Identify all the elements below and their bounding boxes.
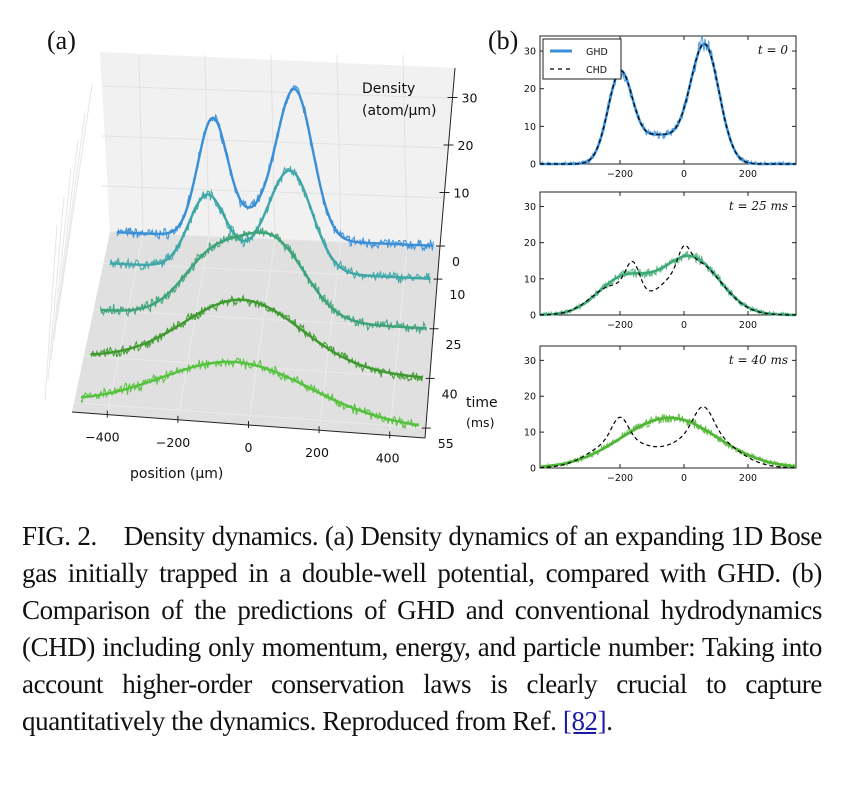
legend-ghd-label: GHD xyxy=(586,47,608,58)
back-grid-line xyxy=(101,85,447,99)
x-tick-label: 0 xyxy=(681,169,687,180)
y-tick-label: 0 xyxy=(530,160,536,171)
floor-grid-line xyxy=(177,236,210,420)
y-tick-label: 10 xyxy=(524,122,536,133)
x-tick-label: 400 xyxy=(376,450,400,465)
x-tick-label: 0 xyxy=(681,320,687,331)
panel-a-3d-plot: 10 20 30 Density (atom/μm) 0 10 25 40 55 time (ms) −… xyxy=(44,52,498,482)
y-tick-label: 20 xyxy=(524,392,536,403)
x-axis-title: position (μm) xyxy=(130,466,223,482)
time-tick-label: 10 xyxy=(449,287,465,302)
time-axis-title: time xyxy=(466,395,498,411)
x-tick-label: 0 xyxy=(681,473,687,484)
time-annotation: t = 40 ms xyxy=(729,353,788,367)
z-axis-title: Density xyxy=(362,81,415,97)
z-tick-label: 30 xyxy=(462,91,478,106)
floor-grid-line xyxy=(318,241,342,431)
subplot-panel-b-t40: 0 10 20 30 −200 0 200 t = 40 ms xyxy=(524,345,797,484)
caption-suffix: . xyxy=(606,706,613,736)
z-axis-unit: (atom/μm) xyxy=(362,103,436,119)
floor-grid-line xyxy=(248,238,276,426)
back-grid-line xyxy=(101,135,447,149)
subplot-panel-b-t25: 0 10 20 30 −200 0 200 t = 25 ms xyxy=(524,191,797,331)
time-annotation: t = 25 ms xyxy=(729,199,788,213)
time-annotation: t = 0 xyxy=(758,43,789,57)
time-tick-label: 40 xyxy=(442,386,458,401)
y-tick-label: 10 xyxy=(524,428,536,439)
side-grid-line xyxy=(44,224,58,401)
ghd-curve-0ms xyxy=(116,87,434,247)
y-tick-label: 30 xyxy=(524,47,536,58)
time-axis-unit: (ms) xyxy=(466,415,494,430)
time-tick-label: 25 xyxy=(446,337,462,352)
x-tick-label: −200 xyxy=(607,473,633,484)
y-tick-label: 10 xyxy=(524,274,536,285)
back-grid-line xyxy=(336,54,342,242)
y-tick-label: 0 xyxy=(530,311,536,322)
legend-box xyxy=(542,38,622,80)
x-tick-label: −200 xyxy=(156,435,190,450)
x-tick-label: 0 xyxy=(245,440,253,455)
plot-frame xyxy=(539,191,797,316)
y-tick-label: 30 xyxy=(524,356,536,367)
x-tick-label: −400 xyxy=(85,430,119,445)
subplot-panel-b-t0: 0 10 20 30 −200 0 200 t = 0 GHD CHD xyxy=(524,35,797,180)
y-tick-label: 20 xyxy=(524,238,536,249)
reference-link[interactable]: [82] xyxy=(562,706,607,736)
time-tick-label: 55 xyxy=(438,436,454,451)
ghd-curve-55ms xyxy=(80,360,419,427)
chd-curve xyxy=(540,43,796,165)
side-grid-line xyxy=(53,140,79,341)
side-grid-line xyxy=(56,112,86,321)
x-tick-label: −200 xyxy=(607,320,633,331)
side-grid-line xyxy=(59,84,93,301)
back-grid-line xyxy=(138,54,144,234)
y-tick-label: 30 xyxy=(524,202,536,213)
z-tick-label: 10 xyxy=(454,186,470,201)
plot-frame xyxy=(539,345,797,469)
panel-b-label: (b) xyxy=(488,26,519,55)
z-tick-label: 20 xyxy=(458,138,474,153)
back-grid-line xyxy=(402,54,408,245)
x-tick-label: 200 xyxy=(739,473,757,484)
time-tick-label: 0 xyxy=(452,254,460,269)
chd-curve xyxy=(540,244,797,316)
x-tick-label: 200 xyxy=(739,169,757,180)
ghd-curve-10ms xyxy=(110,169,431,280)
side-grid-line xyxy=(47,196,65,381)
caption-text: Density dynamics. (a) Density dynamics o… xyxy=(22,521,822,736)
floor-grid-line xyxy=(73,402,426,429)
legend-chd-label: CHD xyxy=(586,65,607,76)
figure-canvas: 10 20 30 Density (atom/μm) 0 10 25 40 55 time (ms) −… xyxy=(44,35,797,484)
back-grid-line xyxy=(270,54,276,240)
x-tick-label: 200 xyxy=(739,320,757,331)
legend: GHD CHD xyxy=(542,38,622,80)
ghd-curve-25ms xyxy=(100,231,427,330)
chd-curve xyxy=(540,406,796,469)
floor-plane xyxy=(72,232,440,438)
x-tick-label: −200 xyxy=(607,169,633,180)
panel-a-label: (a) xyxy=(47,26,76,55)
back-grid-line xyxy=(204,54,210,237)
ghd-curve xyxy=(539,416,796,468)
ghd-curve-40ms xyxy=(90,298,423,379)
y-tick-label: 20 xyxy=(524,84,536,95)
x-tick-label: 200 xyxy=(305,445,329,460)
figure-caption: FIG. 2. Density dynamics. (a) Density dy… xyxy=(22,518,822,740)
side-grid-line xyxy=(50,168,72,361)
time-axis-line xyxy=(424,245,441,439)
y-tick-label: 0 xyxy=(530,464,536,475)
floor-grid-line xyxy=(83,355,430,379)
caption-prefix: FIG. 2. xyxy=(22,521,97,551)
